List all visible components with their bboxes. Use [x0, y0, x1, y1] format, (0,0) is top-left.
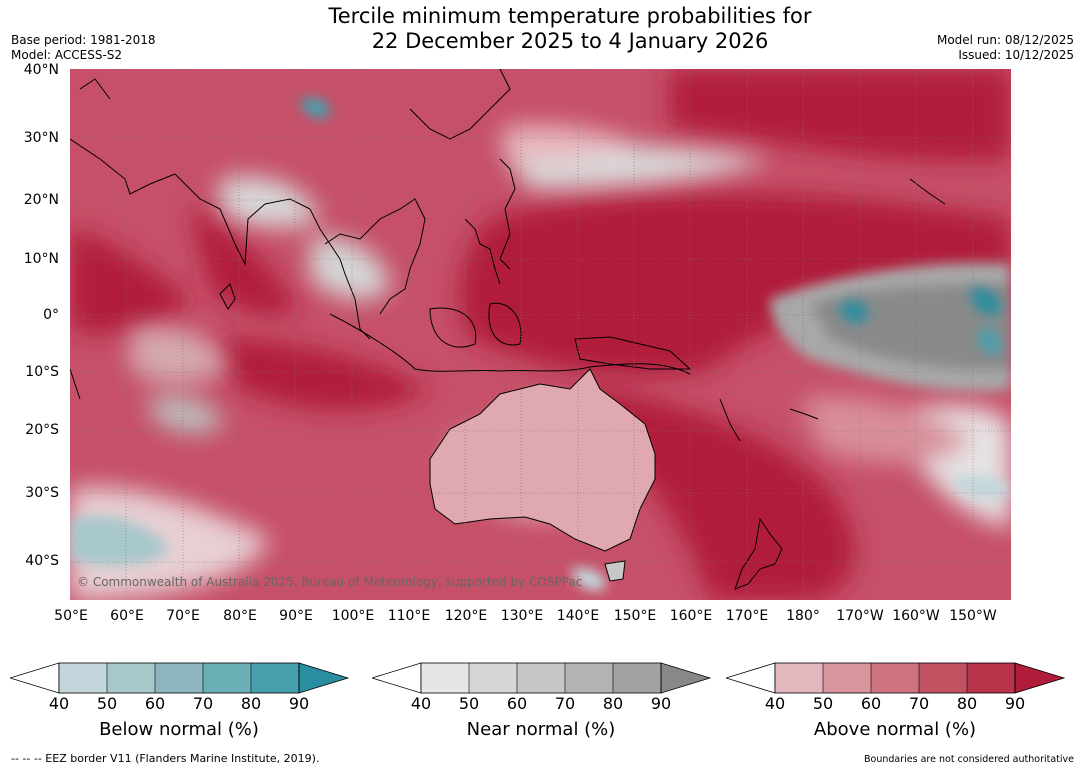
colorbar-near-bin-40	[421, 663, 469, 693]
lat-label-10s: 10°S	[25, 364, 59, 380]
lon-label-110e: 110°E	[387, 608, 431, 624]
lat-label-30s: 30°S	[25, 485, 59, 501]
colorbar-above-max-extend	[1014, 662, 1066, 694]
colorbar-above-bin-80	[967, 663, 1015, 693]
colorbar-near-bin-80	[613, 663, 661, 693]
colorbar-above-tick-50: 50	[812, 694, 834, 713]
lon-label-170e: 170°E	[725, 608, 769, 624]
lat-label-20n: 20°N	[23, 192, 59, 208]
colorbar-near-bin-50	[469, 663, 517, 693]
lon-label-160w: 160°W	[892, 608, 940, 624]
colorbar-near-label: Near normal (%)	[466, 719, 616, 740]
colorbar-below-tick-50: 50	[96, 694, 118, 713]
colorbar-below-bin-70	[203, 663, 251, 693]
colorbar-near-bin-60	[517, 663, 565, 693]
colorbar-above-tick-60: 60	[860, 694, 882, 713]
colorbar-near-bin-70	[565, 663, 613, 693]
model-run: Model run: 08/12/2025	[936, 33, 1074, 47]
colorbar-below-tick-90: 90	[288, 694, 310, 713]
base-period: Base period: 1981-2018	[11, 33, 156, 47]
coastlines	[70, 69, 946, 590]
copyright-notice: © Commonwealth of Australia 2025, Bureau…	[77, 575, 582, 589]
above-normal-high-regions	[70, 69, 1011, 600]
colorbar-below-min-extend	[10, 662, 60, 694]
colorbar-near-tick-70: 70	[554, 694, 576, 713]
colorbar-near-tick-50: 50	[458, 694, 480, 713]
model-name: Model: ACCESS-S2	[11, 48, 123, 62]
colorbar-below-tick-40: 40	[48, 694, 70, 713]
lat-label-40s: 40°S	[25, 553, 59, 569]
colorbar-near-tick-80: 80	[602, 694, 624, 713]
colorbar-near-tick-90: 90	[650, 694, 672, 713]
australia-landmass	[429, 368, 656, 582]
colorbar-above-bin-70	[919, 663, 967, 693]
lon-label-60e: 60°E	[110, 608, 144, 624]
issued-date: Issued: 10/12/2025	[958, 48, 1074, 62]
colorbar-below-tick-80: 80	[240, 694, 262, 713]
colorbar-above-tick-90: 90	[1004, 694, 1026, 713]
lat-label-10n: 10°N	[23, 251, 59, 267]
eez-border-note: -- -- -- EEZ border V11 (Flanders Marine…	[11, 752, 320, 765]
lon-label-140e: 140°E	[556, 608, 600, 624]
lon-label-70e: 70°E	[166, 608, 200, 624]
colorbar-near-min-extend	[372, 662, 422, 694]
probability-map[interactable]: © Commonwealth of Australia 2025, Bureau…	[70, 69, 1011, 600]
lon-label-130e: 130°E	[500, 608, 544, 624]
colorbar-below-bin-60	[155, 663, 203, 693]
lon-label-170w: 170°W	[836, 608, 884, 624]
colorbar-below-normal	[10, 662, 350, 694]
title-line-1: Tercile minimum temperature probabilitie…	[328, 4, 812, 28]
colorbar-above-bin-50	[823, 663, 871, 693]
colorbar-above-tick-40: 40	[764, 694, 786, 713]
lon-label-90e: 90°E	[279, 608, 313, 624]
colorbar-below-bin-50	[107, 663, 155, 693]
lon-label-80e: 80°E	[223, 608, 257, 624]
colorbar-above-label: Above normal (%)	[813, 719, 977, 740]
colorbar-near-max-extend	[660, 662, 712, 694]
lon-label-120e: 120°E	[444, 608, 488, 624]
colorbar-near-tick-40: 40	[410, 694, 432, 713]
colorbar-above-tick-80: 80	[956, 694, 978, 713]
colorbar-below-bin-80	[251, 663, 299, 693]
title-line-2: 22 December 2025 to 4 January 2026	[371, 29, 769, 53]
colorbar-below-tick-70: 70	[192, 694, 214, 713]
colorbar-below-label: Below normal (%)	[99, 719, 259, 740]
lon-label-160e: 160°E	[669, 608, 713, 624]
colorbar-near-normal	[372, 662, 712, 694]
colorbar-above-min-extend	[726, 662, 776, 694]
lon-label-180: 180°	[786, 608, 820, 624]
colorbar-above-bin-40	[775, 663, 823, 693]
chart-title: Tercile minimum temperature probabilitie…	[0, 4, 1085, 54]
below-normal-regions	[70, 97, 1011, 591]
boundaries-disclaimer: Boundaries are not considered authoritat…	[864, 754, 1074, 765]
lon-label-50e: 50°E	[54, 608, 88, 624]
lon-label-100e: 100°E	[331, 608, 375, 624]
colorbar-below-max-extend	[298, 662, 350, 694]
lon-label-150w: 150°W	[949, 608, 997, 624]
colorbar-below-tick-60: 60	[144, 694, 166, 713]
graticule	[70, 69, 1011, 600]
lat-label-30n: 30°N	[23, 130, 59, 146]
lat-label-20s: 20°S	[25, 422, 59, 438]
colorbar-near-tick-60: 60	[506, 694, 528, 713]
colorbar-above-bin-60	[871, 663, 919, 693]
lon-label-150e: 150°E	[613, 608, 657, 624]
colorbar-below-bin-40	[59, 663, 107, 693]
lat-label-40n: 40°N	[23, 62, 59, 78]
colorbar-above-tick-70: 70	[908, 694, 930, 713]
colorbar-above-normal	[726, 662, 1066, 694]
lat-label-equator: 0°	[43, 307, 59, 323]
mixed-probability-regions	[70, 124, 1011, 600]
